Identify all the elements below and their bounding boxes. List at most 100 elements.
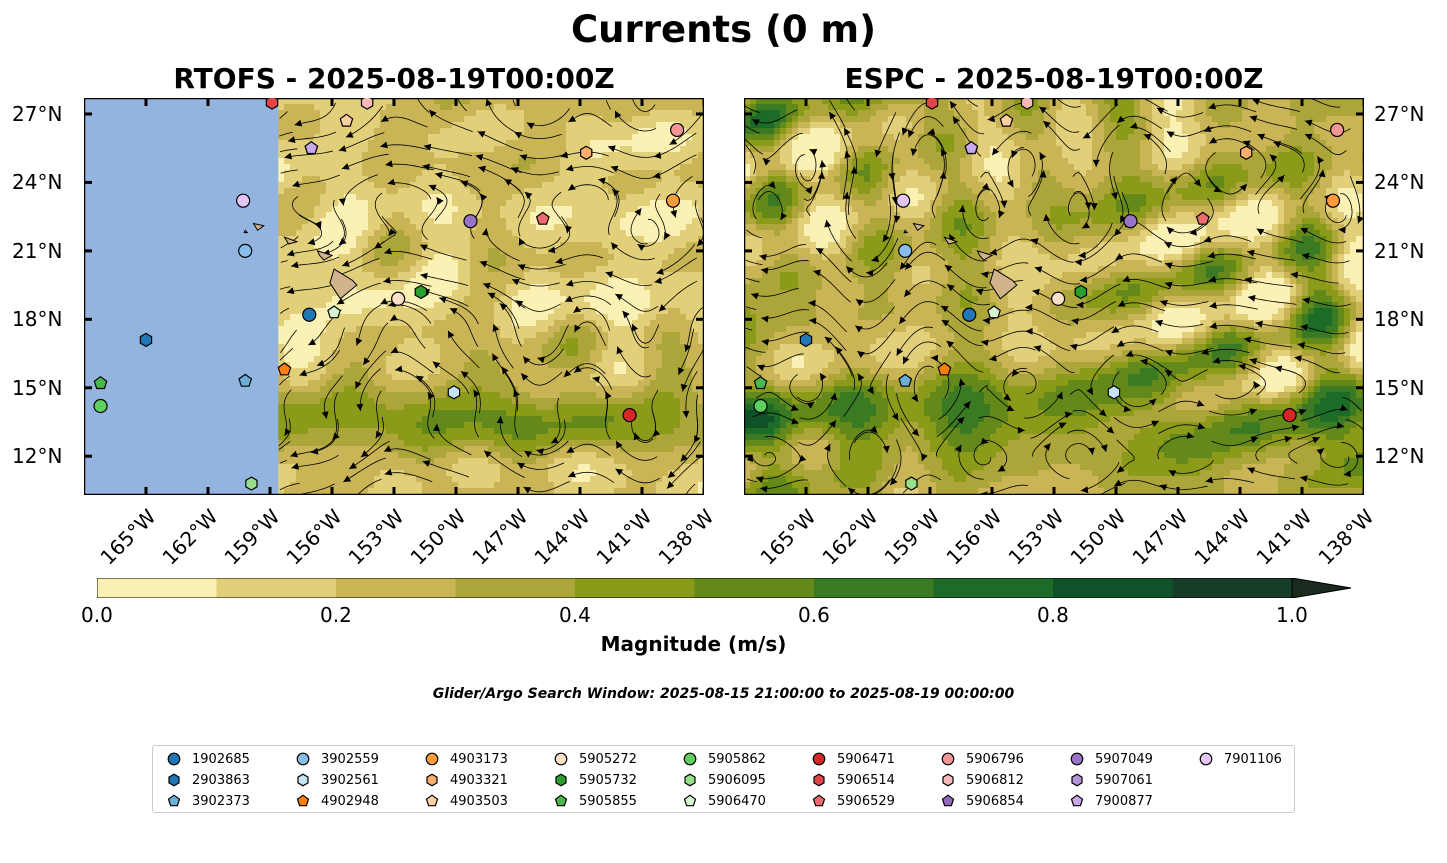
lon-tick-label: 144°W [1189, 504, 1255, 570]
colorbar-extend-arrow [1291, 578, 1352, 598]
colorbar-bin [336, 578, 456, 598]
legend-item: 4903173 [425, 750, 508, 768]
legend-marker-icon [425, 752, 439, 766]
legend-marker-icon [296, 752, 310, 766]
legend-marker-2903863 [168, 773, 180, 787]
legend-item: 7900877 [1070, 792, 1153, 810]
float-4903173 [1325, 193, 1341, 208]
legend-marker-3902559 [296, 752, 310, 766]
legend-item: 5905732 [554, 771, 637, 789]
lon-tick-label: 153°W [343, 504, 409, 570]
legend-marker-icon [168, 773, 180, 787]
legend-marker-icon [1071, 773, 1083, 787]
legend-label: 5906796 [966, 751, 1024, 767]
lat-tick-label: 24°N [1374, 170, 1425, 195]
lat-tick-label: 12°N [1374, 444, 1425, 469]
legend-item: 4903321 [425, 771, 508, 789]
legend-marker-icon [555, 773, 567, 787]
float-5906471 [622, 408, 637, 423]
float-5906470 [327, 305, 341, 319]
float-5905855 [93, 375, 108, 390]
float-4902948 [937, 362, 952, 376]
float-5906095 [245, 476, 258, 491]
float-5907049 [463, 214, 478, 229]
float-5906529 [1195, 211, 1210, 225]
float-4903321 [1240, 145, 1253, 160]
float-4903503 [999, 113, 1014, 127]
colorbar-bin [1053, 578, 1173, 598]
legend-label: 1902685 [192, 751, 250, 767]
legend-label: 5905862 [708, 751, 766, 767]
hawaiian-islands [243, 222, 358, 300]
legend-item: 5906514 [812, 771, 895, 789]
lat-tick-label: 18°N [12, 307, 63, 332]
legend-label: 3902559 [321, 751, 379, 767]
lat-tick-label: 12°N [12, 444, 63, 469]
float-5906529 [535, 211, 550, 225]
current-magnitude-field [278, 98, 704, 495]
legend-label: 5906812 [966, 772, 1024, 788]
figure-title: Currents (0 m) [570, 8, 876, 51]
lon-tick-label: 147°W [1127, 504, 1193, 570]
legend-marker-5907049 [1070, 752, 1084, 766]
float-4903321 [580, 145, 593, 160]
float-5906471 [1282, 408, 1297, 423]
axis-ticks [744, 98, 1364, 495]
legend-marker-5906529 [812, 794, 826, 807]
float-5906812 [1020, 98, 1034, 110]
legend-item: 4902948 [296, 792, 379, 810]
legend-item: 5906812 [941, 771, 1024, 789]
float-5906095 [905, 476, 918, 491]
colorbar-tick-label: 0.6 [798, 603, 830, 627]
legend-marker-5906471 [812, 752, 826, 766]
float-markers [753, 98, 1345, 491]
lon-tick-label: 144°W [529, 504, 595, 570]
float-5906796 [670, 122, 685, 138]
lon-tick-label: 138°W [653, 504, 719, 570]
float-5907049 [1123, 214, 1138, 229]
legend-item: 1902685 [167, 750, 250, 768]
lon-tick-label: 150°W [405, 504, 471, 570]
float-2903863 [139, 332, 153, 348]
colorbar-bin [933, 578, 1054, 598]
colorbar-bin [97, 578, 217, 598]
float-legend: 1902685 2903863 3902373 3902559 3902561 49029… [152, 745, 1295, 813]
float-7900877 [964, 140, 979, 155]
lon-tick-label: 138°W [1313, 504, 1379, 570]
legend-item: 5905862 [683, 750, 766, 768]
float-3902559 [238, 243, 253, 258]
float-5906514 [925, 98, 939, 110]
float-7900877 [304, 140, 319, 155]
legend-item: 5906796 [941, 750, 1024, 768]
legend-marker-7901106 [1199, 752, 1213, 766]
lat-tick-label: 27°N [12, 101, 63, 126]
colorbar-bin [1172, 578, 1293, 598]
float-3902559 [898, 243, 913, 258]
search-window-caption: Glider/Argo Search Window: 2025-08-15 21… [432, 686, 1015, 702]
legend-marker-icon [941, 794, 955, 807]
colorbar-tick-label: 0.2 [320, 603, 352, 627]
rtofs-map-svg [84, 98, 704, 495]
float-7901106 [236, 193, 251, 208]
lat-tick-label: 15°N [12, 375, 63, 400]
legend-marker-icon [554, 794, 568, 807]
legend-label: 7901106 [1224, 751, 1282, 767]
float-2903863 [799, 332, 813, 348]
lon-tick-label: 156°W [941, 504, 1007, 570]
float-5906796 [1330, 122, 1345, 138]
legend-marker-icon [167, 794, 181, 807]
legend-marker-icon [683, 794, 697, 807]
lon-tick-label: 147°W [467, 504, 533, 570]
legend-label: 4903173 [450, 751, 508, 767]
legend-marker-icon [426, 773, 438, 787]
legend-marker-5906796 [941, 752, 955, 766]
legend-marker-icon [167, 752, 181, 766]
legend-item: 3902561 [296, 771, 379, 789]
float-5905272 [391, 291, 406, 306]
legend-item: 5907049 [1070, 750, 1153, 768]
magnitude-colorbar [97, 578, 1352, 598]
float-1902685 [962, 307, 977, 322]
legend-item: 5906854 [941, 792, 1024, 810]
legend-marker-icon [942, 773, 954, 787]
lon-tick-label: 150°W [1065, 504, 1131, 570]
